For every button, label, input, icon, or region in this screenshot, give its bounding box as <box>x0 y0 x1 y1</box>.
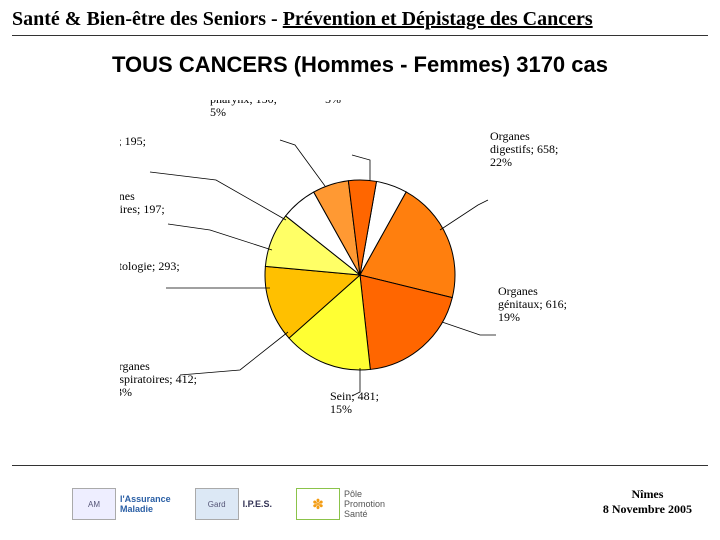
slice-label: Hématologie; 293;9% <box>120 259 180 286</box>
pie-svg: Autres; 168;5% Organesdigestifs; 658;22% O… <box>120 100 600 420</box>
logo-icon: ✽ <box>296 488 340 520</box>
slice-label: Organesgénitaux; 616;19% <box>498 284 567 324</box>
slide: Santé & Bien-être des Seniors - Préventi… <box>0 0 720 540</box>
footer-location: Nîmes <box>603 487 692 501</box>
footer-logos: AM l'Assurance Maladie Gard I.P.E.S. ✽ P… <box>72 488 385 520</box>
leader-line <box>280 140 325 186</box>
slide-subtitle: TOUS CANCERS (Hommes - Femmes) 3170 cas <box>0 52 720 78</box>
logo-icon: Gard <box>195 488 239 520</box>
footer-caption: Nîmes 8 Novembre 2005 <box>603 487 692 516</box>
logo-ipes: Gard I.P.E.S. <box>195 488 272 520</box>
logo-text: I.P.E.S. <box>243 499 272 509</box>
leader-line <box>180 332 288 375</box>
logo-icon: AM <box>72 488 116 520</box>
logo-pole-promotion-sante: ✽ Pôle Promotion Santé <box>296 488 385 520</box>
slice-label: Peau; 195;6% <box>120 134 146 161</box>
header-underlined: Prévention et Dépistage des Cancers <box>283 8 593 30</box>
leader-line <box>440 200 488 230</box>
leader-line <box>150 172 286 220</box>
slice-label: Organesurinaires; 197;6% <box>120 189 165 229</box>
slice-label: Bouche etpharynx; 150;5% <box>210 100 277 119</box>
slice-label: Organesrespiratoires; 412;13% <box>120 359 197 399</box>
logo-text: l'Assurance Maladie <box>120 494 171 514</box>
slide-header: Santé & Bien-être des Seniors - Préventi… <box>12 8 708 36</box>
footer-date: 8 Novembre 2005 <box>603 502 692 516</box>
leader-line <box>168 224 272 250</box>
logo-text: Pôle Promotion Santé <box>344 489 385 519</box>
pie-chart: Autres; 168;5% Organesdigestifs; 658;22% O… <box>120 100 600 420</box>
header-plain: Santé & Bien-être des Seniors - <box>12 8 283 30</box>
slice-label: Sein; 481;15% <box>330 389 379 416</box>
slice-label: Autres; 168;5% <box>325 100 385 106</box>
leader-line <box>442 322 496 335</box>
logo-assurance-maladie: AM l'Assurance Maladie <box>72 488 171 520</box>
slide-footer: AM l'Assurance Maladie Gard I.P.E.S. ✽ P… <box>12 465 708 526</box>
slice-label: Organesdigestifs; 658;22% <box>490 129 558 169</box>
